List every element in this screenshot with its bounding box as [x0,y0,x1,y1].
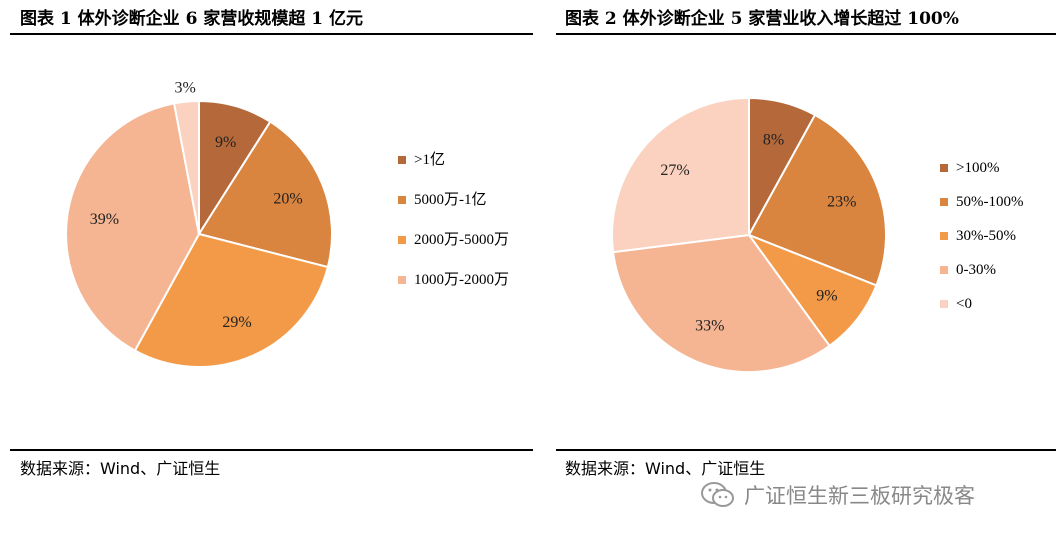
slice-label: 8% [763,131,784,148]
legend-swatch [940,266,948,274]
wechat-icon [701,482,734,507]
legend-swatch [940,198,948,206]
legend-item: 2000万-5000万 [398,230,538,250]
legend-swatch [398,196,406,204]
slice-label: 20% [273,191,302,208]
legend-item: 0-30% [940,260,1060,280]
right-pie-chart: 8% 23% 9% 33% 27% [611,96,887,373]
legend-swatch [940,300,948,308]
slice-label: 23% [827,194,856,211]
legend-swatch [940,164,948,172]
slice-label: 27% [660,162,689,179]
slice-label: 9% [816,287,837,304]
pie-slice [133,232,330,368]
legend-label: 0-30% [956,262,996,278]
legend-label: 1000万-2000万 [414,272,509,288]
left-pie-chart: 9% 20% 29% 39% 3% [65,80,333,368]
pie-slice [172,99,200,235]
left-source-note: 数据来源：Wind、广证恒生 [20,459,221,478]
legend-item: >1亿 [398,150,538,170]
left-chart-legend: >1亿 5000万-1亿 2000万-5000万 1000万-2000万 [398,150,538,310]
pie-slice [611,233,831,373]
pie-slice [65,102,201,352]
legend-label: >1亿 [414,152,445,168]
right-chart-legend: >100% 50%-100% 30%-50% 0-30% <0 [940,158,1060,328]
top-divider-left [10,33,533,35]
right-source-note: 数据来源：Wind、广证恒生 [565,459,766,478]
pie-slice [747,113,887,287]
legend-swatch [940,232,948,240]
legend-item: 5000万-1亿 [398,190,538,210]
left-chart-title: 图表 1 体外诊断企业 6 家营收规模超 1 亿元 [20,9,363,29]
legend-swatch [398,236,406,244]
slice-label: 29% [222,314,251,331]
legend-item: <0 [940,294,1060,314]
legend-item: >100% [940,158,1060,178]
bottom-divider-left [10,449,533,451]
pie-slice [197,120,333,269]
legend-label: >100% [956,160,1000,176]
slice-label: 9% [215,134,236,151]
top-divider-right [556,33,1056,35]
slice-label: 33% [695,318,724,335]
slice-label: 3% [175,80,196,97]
legend-item: 1000万-2000万 [398,270,538,290]
legend-label: 30%-50% [956,228,1016,244]
watermark: 广证恒生新三板研究极客 [700,480,975,510]
right-chart-title: 图表 2 体外诊断企业 5 家营业收入增长超过 100% [565,9,959,29]
legend-item: 50%-100% [940,192,1060,212]
watermark-text: 广证恒生新三板研究极客 [744,484,975,508]
legend-item: 30%-50% [940,226,1060,246]
bottom-divider-right [556,449,1056,451]
legend-label: 5000万-1亿 [414,192,487,208]
legend-label: <0 [956,296,972,312]
legend-label: 50%-100% [956,194,1024,210]
slice-label: 39% [90,211,119,228]
legend-swatch [398,276,406,284]
legend-swatch [398,156,406,164]
pie-slice [611,96,750,254]
legend-label: 2000万-5000万 [414,232,509,248]
